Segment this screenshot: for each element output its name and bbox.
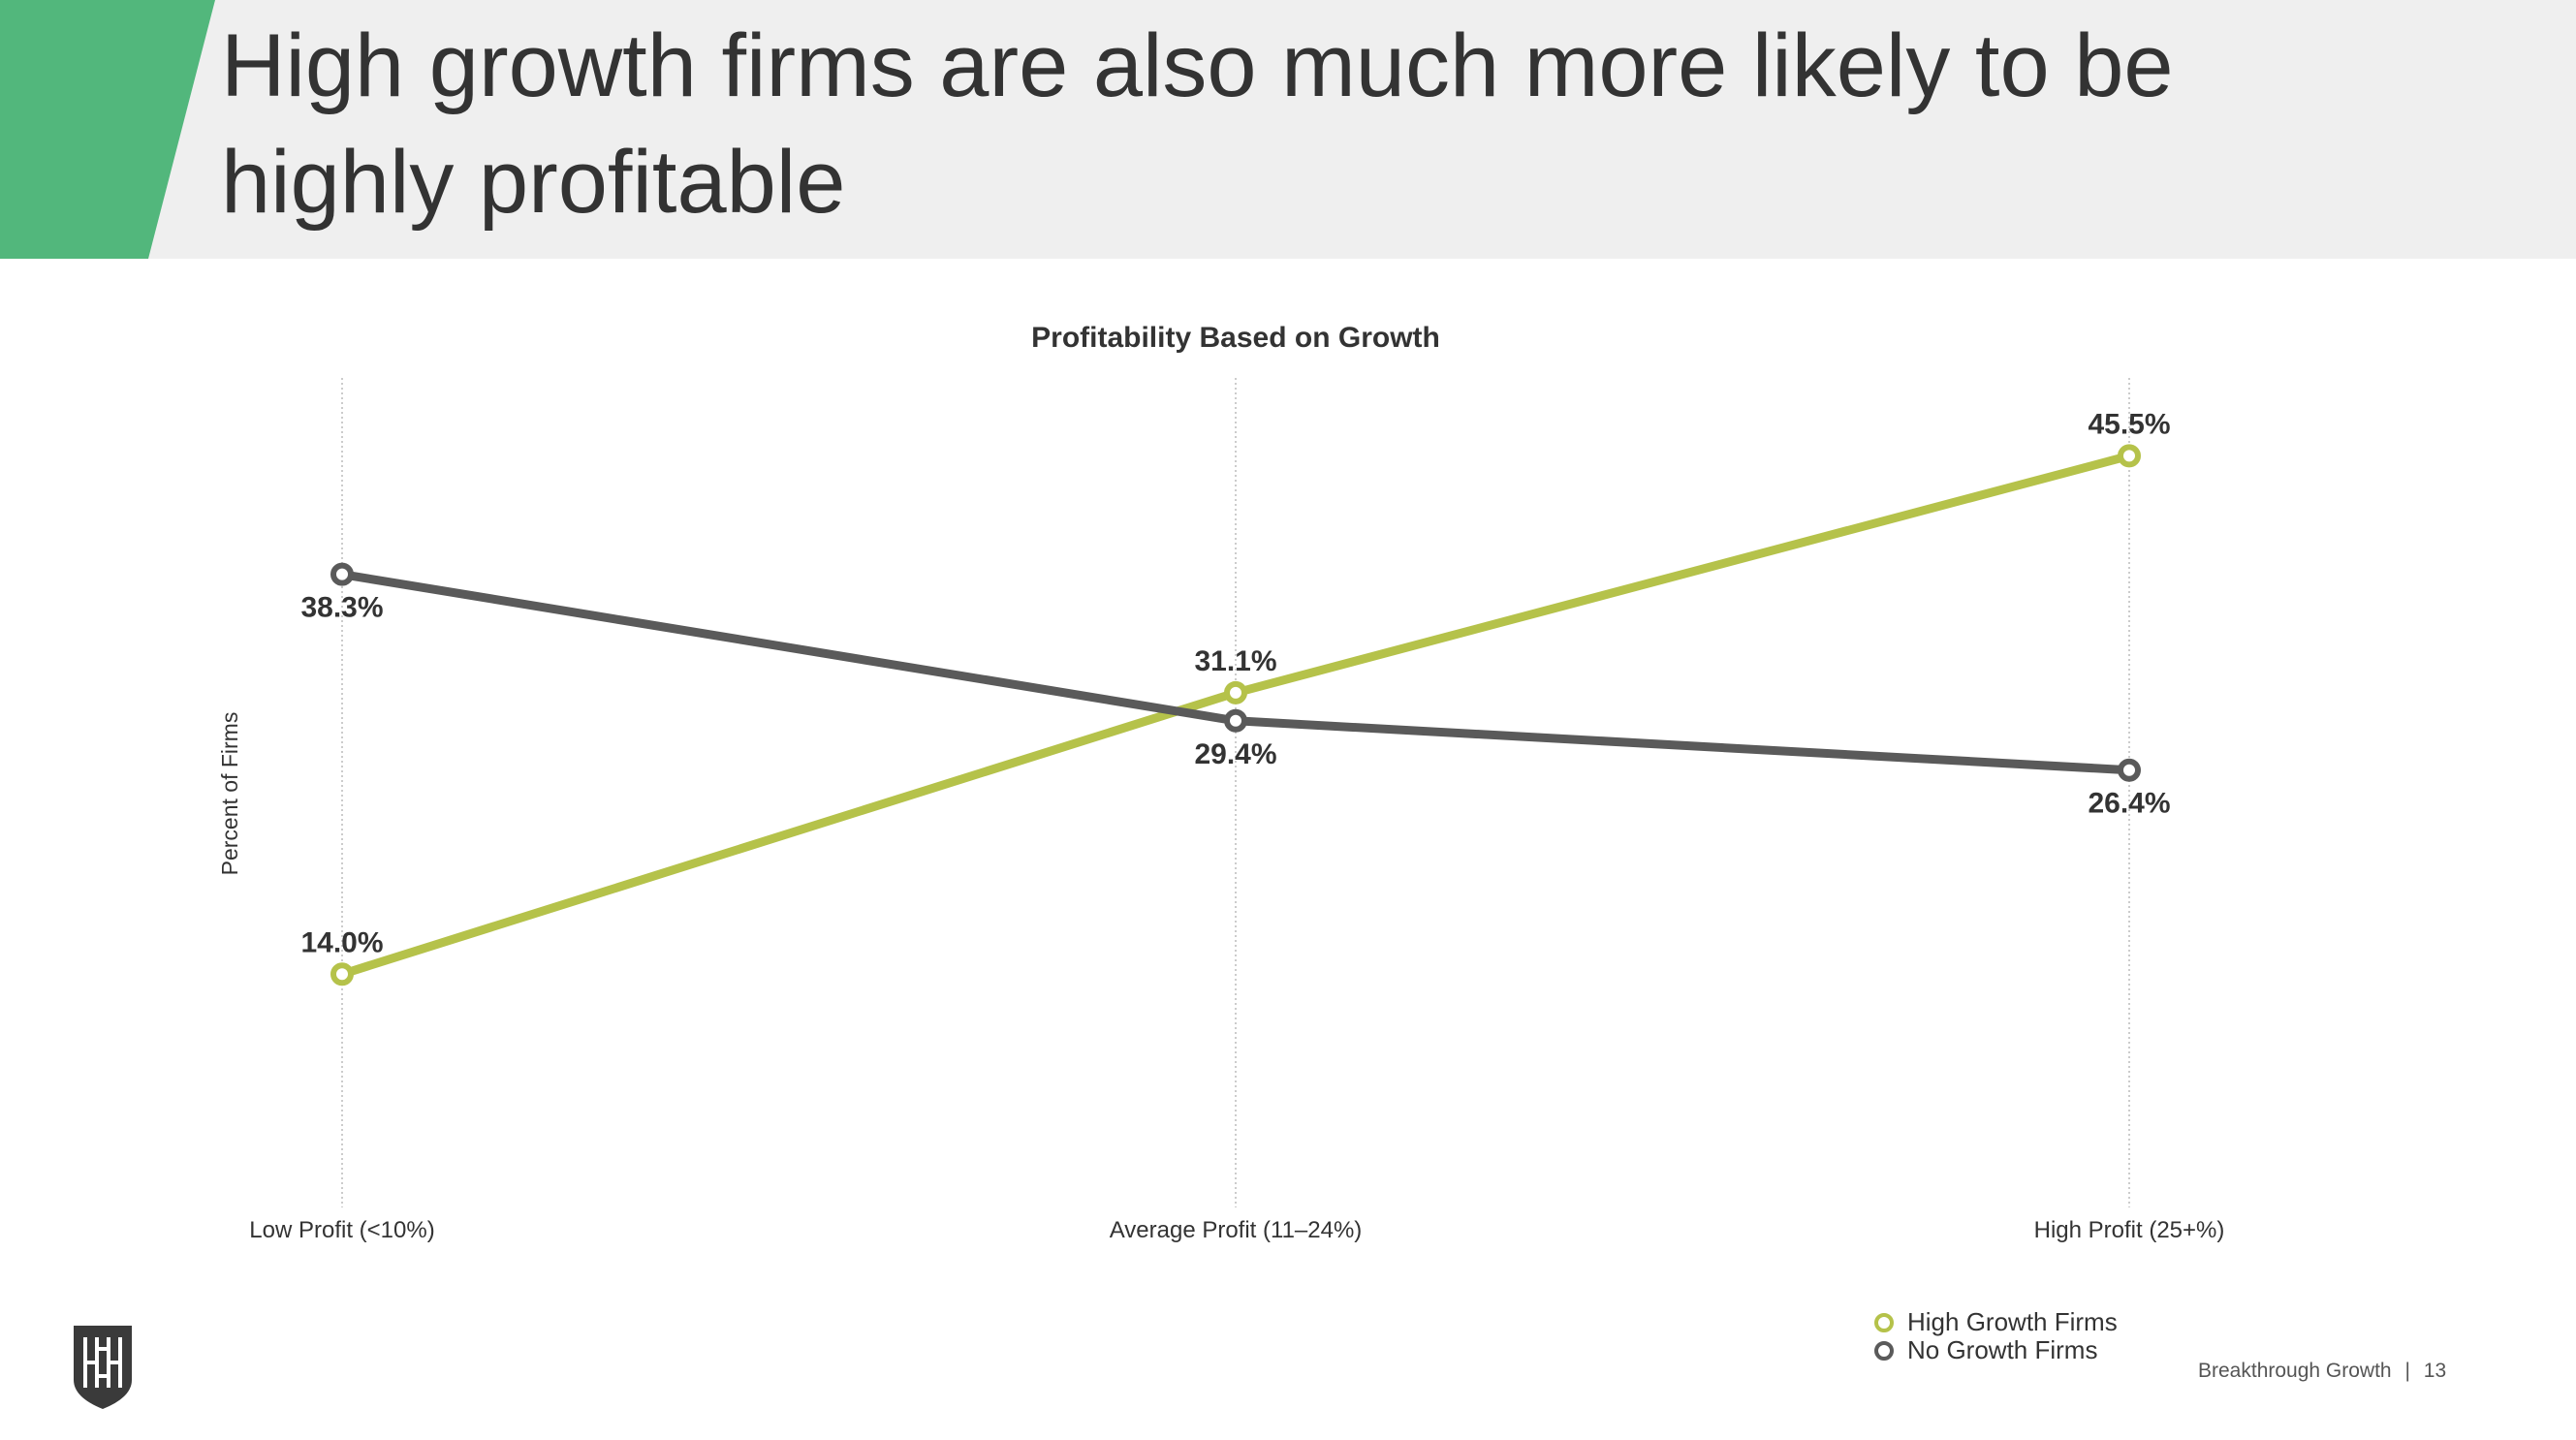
data-point <box>330 962 354 986</box>
title-line-2: highly profitable <box>221 133 846 232</box>
title-line-1: High growth firms are also much more lik… <box>221 16 2174 115</box>
x-tick-label: Average Profit (11–24%) <box>1110 1217 1363 1243</box>
footer-text: Breakthrough Growth <box>2198 1360 2392 1382</box>
data-point <box>1224 708 1247 733</box>
data-point <box>330 562 354 586</box>
legend-marker-icon <box>1874 1312 1894 1332</box>
slide-title: High growth firms are also much more lik… <box>221 8 2450 240</box>
page-number: 13 <box>2423 1360 2447 1382</box>
footer-separator: | <box>2404 1360 2410 1382</box>
x-tick-label: Low Profit (<10%) <box>249 1217 434 1243</box>
legend-marker-icon <box>1874 1340 1894 1361</box>
data-label: 26.4% <box>2088 788 2170 820</box>
legend-item-high-growth: High Growth Firms <box>1874 1307 2118 1336</box>
data-point <box>1224 680 1247 704</box>
data-label: 45.5% <box>2088 408 2170 440</box>
chart-title: Profitability Based on Growth <box>1031 322 1440 354</box>
legend-label: No Growth Firms <box>1907 1335 2098 1364</box>
x-tick-label: High Profit (25+%) <box>2034 1217 2225 1243</box>
data-label: 14.0% <box>300 926 383 958</box>
chart-legend: High Growth Firms No Growth Firms <box>1874 1307 2118 1364</box>
slide-header: High growth firms are also much more lik… <box>0 0 2576 259</box>
slide-footer: Breakthrough Growth | 13 <box>2198 1360 2446 1383</box>
data-point <box>2118 444 2141 468</box>
legend-label: High Growth Firms <box>1907 1307 2118 1336</box>
shield-logo-icon <box>74 1326 132 1409</box>
data-label: 38.3% <box>300 592 383 624</box>
data-point <box>2118 758 2141 782</box>
legend-item-no-growth: No Growth Firms <box>1874 1335 2118 1364</box>
y-axis-label: Percent of Firms <box>217 712 242 876</box>
line-chart: Profitability Based on Growth Percent of… <box>217 322 2225 1243</box>
data-label: 29.4% <box>1194 738 1276 770</box>
data-label: 31.1% <box>1194 645 1276 677</box>
